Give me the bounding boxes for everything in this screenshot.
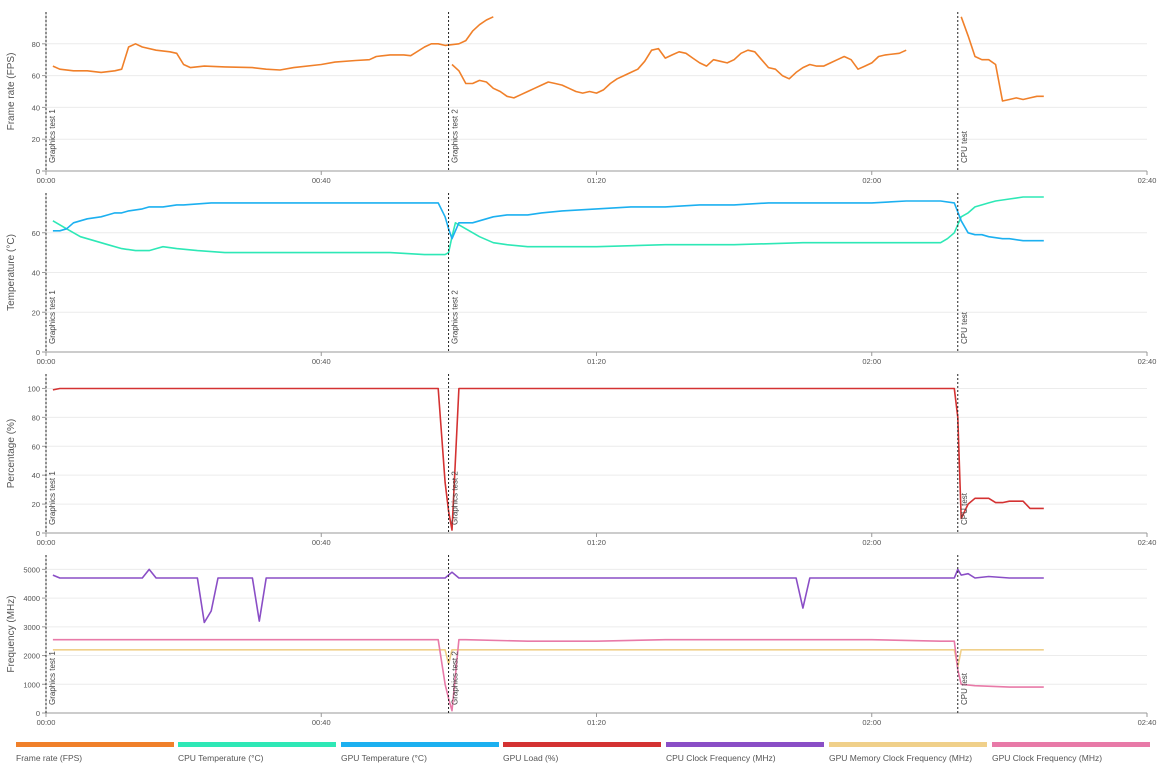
x-tick-label: 00:40 [312, 357, 331, 366]
y-tick-label: 60 [32, 229, 40, 238]
x-tick-label: 01:20 [587, 176, 606, 185]
test-marker-label: CPU test [960, 492, 969, 525]
legend-swatch [178, 742, 336, 747]
chart-panel-3: 0 20 40 60 80 100 00:00 00:40 01:20 02:00 02:40 Per… [6, 374, 1156, 547]
y-axis-title: Temperature (°C) [6, 234, 17, 311]
legend-item-cpu-clock[interactable]: CPU Clock Frequency (MHz) [666, 742, 824, 763]
y-tick-label: 20 [32, 308, 40, 317]
y-axis-title: Frequency (MHz) [6, 595, 17, 672]
y-tick-label: 40 [32, 471, 40, 480]
chart-panel-2: 0 20 40 60 00:00 00:40 01:20 02:00 02:40 Temperat… [6, 193, 1156, 366]
y-tick-label: 2000 [23, 652, 40, 661]
y-tick-label: 60 [32, 442, 40, 451]
x-tick-label: 02:00 [862, 357, 881, 366]
legend: Frame rate (FPS) CPU Temperature (°C) GP… [16, 742, 1156, 766]
x-tick-label: 00:00 [37, 357, 56, 366]
legend-label: GPU Memory Clock Frequency (MHz) [829, 753, 973, 763]
legend-label: GPU Load (%) [503, 753, 559, 763]
series-line-cpu-temperature-c [52, 196, 1044, 256]
series-line-gpu-clock-frequency-mhz [52, 638, 1044, 712]
y-tick-label: 20 [32, 135, 40, 144]
charts-area: 0 20 40 60 80 00:00 00:40 01:20 02:00 02:40 Frame … [6, 12, 1156, 727]
test-marker-label: Graphics test 2 [451, 471, 460, 525]
legend-item-frame-rate[interactable]: Frame rate (FPS) [16, 742, 174, 763]
y-tick-label: 0 [36, 709, 40, 718]
test-marker-label: Graphics test 1 [48, 109, 57, 163]
y-tick-label: 1000 [23, 680, 40, 689]
y-tick-label: 80 [32, 413, 40, 422]
legend-label: CPU Temperature (°C) [178, 753, 264, 763]
legend-label: GPU Temperature (°C) [341, 753, 427, 763]
y-tick-label: 5000 [23, 565, 40, 574]
legend-item-cpu-temperature[interactable]: CPU Temperature (°C) [178, 742, 336, 763]
y-tick-label: 0 [36, 167, 40, 176]
x-tick-label: 02:00 [862, 718, 881, 727]
legend-label: CPU Clock Frequency (MHz) [666, 753, 776, 763]
legend-item-gpu-load[interactable]: GPU Load (%) [503, 742, 661, 763]
series-line-frame-rate-fps [52, 16, 494, 74]
y-tick-label: 4000 [23, 594, 40, 603]
legend-swatch [503, 742, 661, 747]
test-marker-label: CPU test [960, 311, 969, 344]
x-tick-label: 02:00 [862, 176, 881, 185]
x-tick-label: 02:40 [1138, 176, 1157, 185]
y-axis-title: Percentage (%) [6, 419, 17, 488]
chart-panel-1: 0 20 40 60 80 00:00 00:40 01:20 02:00 02:40 Frame … [6, 12, 1156, 185]
legend-label: Frame rate (FPS) [16, 753, 83, 763]
test-marker-label: Graphics test 2 [451, 290, 460, 344]
test-marker-label: Graphics test 2 [451, 109, 460, 163]
legend-item-gpu-clock[interactable]: GPU Clock Frequency (MHz) [992, 742, 1150, 763]
test-marker-label: Graphics test 1 [48, 651, 57, 705]
legend-swatch [341, 742, 499, 747]
test-marker-label: CPU test [960, 130, 969, 163]
legend-label: GPU Clock Frequency (MHz) [992, 753, 1103, 763]
legend-item-gpu-temperature[interactable]: GPU Temperature (°C) [341, 742, 499, 763]
legend-item-gpu-memory-clock[interactable]: GPU Memory Clock Frequency (MHz) [829, 742, 987, 763]
y-tick-label: 3000 [23, 623, 40, 632]
y-tick-label: 80 [32, 40, 40, 49]
series-line-gpu-memory-clock-frequency-mhz [52, 648, 1044, 668]
y-axis-title: Frame rate (FPS) [6, 53, 17, 131]
x-tick-label: 00:00 [37, 176, 56, 185]
legend-swatch [829, 742, 987, 747]
test-marker-label: CPU test [960, 672, 969, 705]
series-line-gpu-temperature-c [52, 200, 1044, 242]
x-tick-label: 01:20 [587, 357, 606, 366]
y-tick-label: 60 [32, 72, 40, 81]
y-tick-label: 0 [36, 529, 40, 538]
x-tick-label: 00:40 [312, 176, 331, 185]
legend-swatch [666, 742, 824, 747]
x-tick-label: 01:20 [587, 538, 606, 547]
y-tick-label: 40 [32, 103, 40, 112]
series-line-frame-rate-fps [451, 47, 907, 99]
x-tick-label: 02:40 [1138, 538, 1157, 547]
chart-panel-4: 0 1000 2000 3000 4000 5000 00:00 00:40 01:20 02:0… [6, 555, 1156, 727]
x-tick-label: 02:40 [1138, 357, 1157, 366]
x-tick-label: 01:20 [587, 718, 606, 727]
series-line-frame-rate-fps [960, 16, 1044, 102]
x-tick-label: 00:00 [37, 538, 56, 547]
series-line-cpu-clock-frequency-mhz [52, 568, 1044, 624]
y-tick-label: 20 [32, 500, 40, 509]
legend-swatch [16, 742, 174, 747]
x-tick-label: 02:40 [1138, 718, 1157, 727]
y-tick-label: 100 [27, 384, 40, 393]
x-tick-label: 00:40 [312, 538, 331, 547]
test-marker-label: Graphics test 1 [48, 290, 57, 344]
x-tick-label: 02:00 [862, 538, 881, 547]
series-line-gpu-load [52, 387, 1044, 531]
x-tick-label: 00:40 [312, 718, 331, 727]
legend-swatch [992, 742, 1150, 747]
test-marker-label: Graphics test 1 [48, 471, 57, 525]
y-tick-label: 40 [32, 269, 40, 278]
test-marker-label: Graphics test 2 [451, 651, 460, 705]
y-tick-label: 0 [36, 348, 40, 357]
x-tick-label: 00:00 [37, 718, 56, 727]
